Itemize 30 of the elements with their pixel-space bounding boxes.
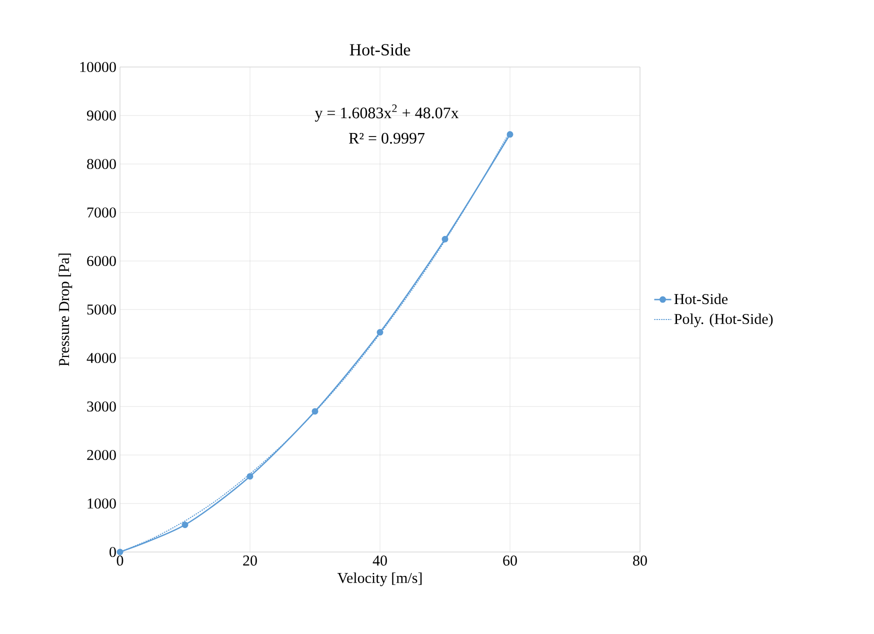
legend-label: Poly. (Hot-Side) [674, 313, 773, 328]
y-tick-label: 0 [110, 546, 116, 558]
point [182, 522, 188, 528]
y-tick-label: 2000 [87, 450, 116, 460]
y-tick-label: 3000 [87, 401, 116, 412]
annotation: R² = 0.9997 [348, 132, 425, 144]
point [116, 548, 124, 556]
y-tick-label: 5000 [87, 304, 116, 315]
x-axis-title: Velocity [m/s] [337, 572, 422, 586]
point [246, 473, 254, 480]
y-tick-label: 8000 [87, 158, 116, 170]
x-tick-label: 0 [116, 556, 124, 566]
x-tick-label: 80 [633, 556, 647, 566]
y-tick-label: 1000 [88, 498, 116, 509]
point [376, 329, 384, 336]
y-tick-label: 9000 [86, 110, 116, 121]
annotation: y = 1.6083x$^{2}$ + 48.07x [314, 104, 459, 122]
legend-label: Hot-Side [674, 294, 728, 304]
x-tick-label: 60 [503, 556, 517, 566]
y-axis-title: Pressure Drop [Pa] [58, 254, 72, 366]
y-tick-label: 4000 [86, 352, 116, 364]
point [442, 236, 448, 242]
y-tick-label: 6000 [87, 256, 116, 266]
point [506, 131, 514, 138]
point [312, 408, 318, 415]
x-tick-label: 20 [243, 556, 257, 566]
y-tick-label: 7000 [87, 207, 116, 218]
y-tick-label: 10000 [80, 62, 116, 72]
chart-title: Hot-Side [350, 44, 410, 56]
x-tick-label: 40 [372, 556, 387, 566]
